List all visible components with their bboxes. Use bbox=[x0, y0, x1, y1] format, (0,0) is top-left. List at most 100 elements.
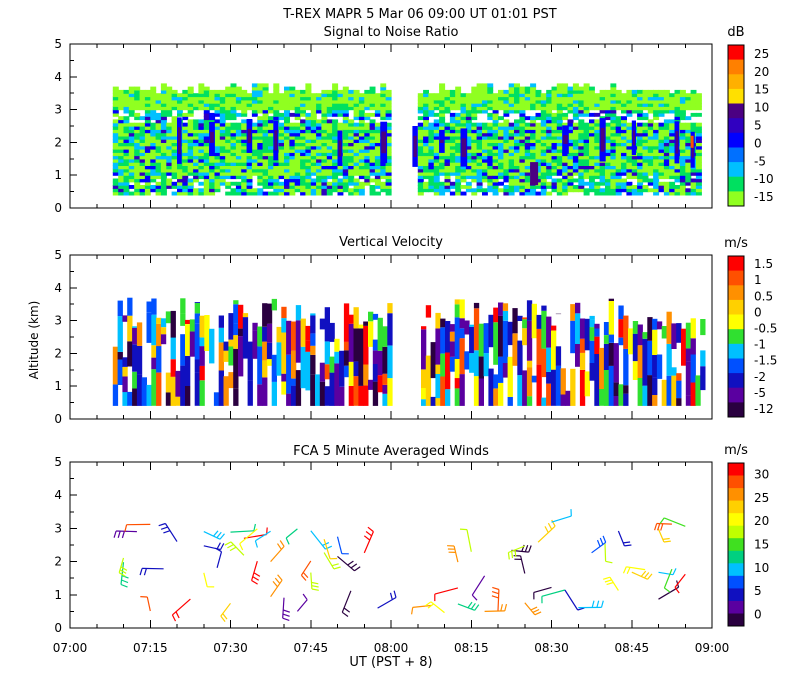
snr-cell bbox=[316, 109, 322, 114]
snr-cell bbox=[332, 119, 339, 124]
snr-cell bbox=[380, 86, 387, 91]
snr-cell bbox=[428, 188, 435, 193]
snr-cell bbox=[203, 106, 210, 111]
snr-cell bbox=[166, 149, 173, 153]
snr-cell bbox=[219, 109, 226, 114]
velocity-cell bbox=[266, 303, 273, 324]
colorbar-swatch bbox=[728, 358, 744, 374]
snr-cell bbox=[610, 185, 617, 189]
snr-cell bbox=[476, 149, 483, 153]
velocity-cell bbox=[536, 328, 542, 365]
snr-cell bbox=[289, 126, 296, 130]
snr-cell bbox=[663, 162, 670, 166]
snr-cell bbox=[235, 96, 242, 101]
snr-cell bbox=[471, 135, 478, 140]
snr-cell bbox=[508, 96, 515, 101]
snr-cell bbox=[487, 96, 494, 101]
colorbar-label: 10 bbox=[754, 101, 769, 115]
snr-cell bbox=[316, 168, 322, 173]
snr-cell bbox=[219, 122, 226, 127]
snr-cell bbox=[326, 152, 333, 157]
velocity-cell bbox=[324, 307, 330, 342]
snr-cell bbox=[268, 171, 274, 176]
snr-cell bbox=[262, 109, 269, 114]
snr-cell bbox=[166, 96, 173, 101]
colorbar-unit: m/s bbox=[724, 443, 748, 458]
snr-cell bbox=[177, 112, 183, 117]
snr-cell bbox=[647, 145, 654, 150]
snr-cell bbox=[599, 103, 606, 107]
snr-cell bbox=[374, 126, 381, 130]
snr-cell bbox=[556, 93, 563, 98]
snr-cell bbox=[128, 145, 135, 150]
snr-cell bbox=[556, 89, 563, 94]
snr-cell bbox=[637, 96, 644, 101]
snr-cell bbox=[305, 119, 312, 124]
snr-cell bbox=[358, 139, 365, 143]
snr-cell bbox=[348, 119, 355, 124]
snr-cell bbox=[653, 93, 660, 98]
wind-barb bbox=[430, 601, 445, 614]
snr-cell bbox=[182, 171, 189, 176]
snr-cell bbox=[460, 165, 467, 170]
snr-cell bbox=[439, 86, 446, 91]
snr-cell bbox=[251, 152, 258, 157]
wind-barb-feather bbox=[219, 543, 225, 550]
y-tick-label: 2 bbox=[54, 555, 62, 569]
snr-cell bbox=[562, 155, 569, 160]
snr-cell bbox=[112, 132, 119, 137]
snr-cell bbox=[465, 149, 472, 153]
snr-cell bbox=[305, 83, 312, 88]
snr-cell bbox=[498, 149, 504, 153]
snr-cell bbox=[621, 93, 627, 98]
snr-cell bbox=[284, 86, 290, 91]
snr-cell bbox=[642, 165, 649, 170]
snr-cell bbox=[166, 93, 173, 98]
snr-cell bbox=[112, 86, 119, 91]
snr-cell bbox=[583, 103, 590, 107]
snr-cell bbox=[203, 185, 210, 189]
snr-cell bbox=[546, 126, 553, 130]
snr-cell bbox=[428, 162, 435, 166]
snr-cell bbox=[182, 122, 189, 127]
snr-cell bbox=[294, 93, 301, 98]
velocity-cell bbox=[382, 346, 388, 374]
snr-cell bbox=[647, 162, 654, 166]
velocity-cell bbox=[310, 354, 316, 375]
wind-barb bbox=[541, 589, 566, 597]
snr-cell bbox=[556, 181, 563, 186]
snr-cell bbox=[615, 135, 622, 140]
snr-cell bbox=[423, 142, 429, 147]
snr-cell bbox=[631, 99, 638, 104]
snr-cell bbox=[268, 122, 274, 127]
snr-cell bbox=[465, 188, 472, 193]
wind-barb bbox=[520, 555, 526, 574]
velocity-cell bbox=[372, 313, 379, 320]
snr-cell bbox=[182, 168, 189, 173]
velocity-cell bbox=[464, 320, 470, 335]
snr-cell bbox=[166, 152, 173, 157]
snr-cell bbox=[658, 96, 665, 101]
wind-barb bbox=[497, 589, 500, 611]
snr-cell bbox=[685, 139, 692, 143]
snr-cell bbox=[118, 155, 125, 160]
snr-cell bbox=[187, 135, 194, 140]
snr-cell bbox=[246, 178, 253, 183]
snr-cell bbox=[423, 168, 429, 173]
snr-cell bbox=[160, 86, 167, 91]
colorbar-swatch bbox=[728, 373, 744, 389]
snr-cell bbox=[337, 171, 344, 176]
snr-cell bbox=[374, 139, 381, 143]
snr-cell bbox=[492, 103, 499, 107]
snr-cell bbox=[514, 162, 520, 166]
snr-cell bbox=[342, 109, 349, 114]
velocity-cell bbox=[353, 376, 359, 406]
snr-cell bbox=[182, 106, 189, 111]
wind-barb-feather bbox=[215, 547, 222, 553]
snr-cell bbox=[321, 135, 328, 140]
velocity-cell bbox=[618, 319, 624, 338]
colorbar-label: 30 bbox=[754, 468, 769, 482]
snr-cell bbox=[326, 191, 333, 196]
snr-cell bbox=[444, 145, 451, 150]
snr-cell bbox=[160, 145, 167, 150]
